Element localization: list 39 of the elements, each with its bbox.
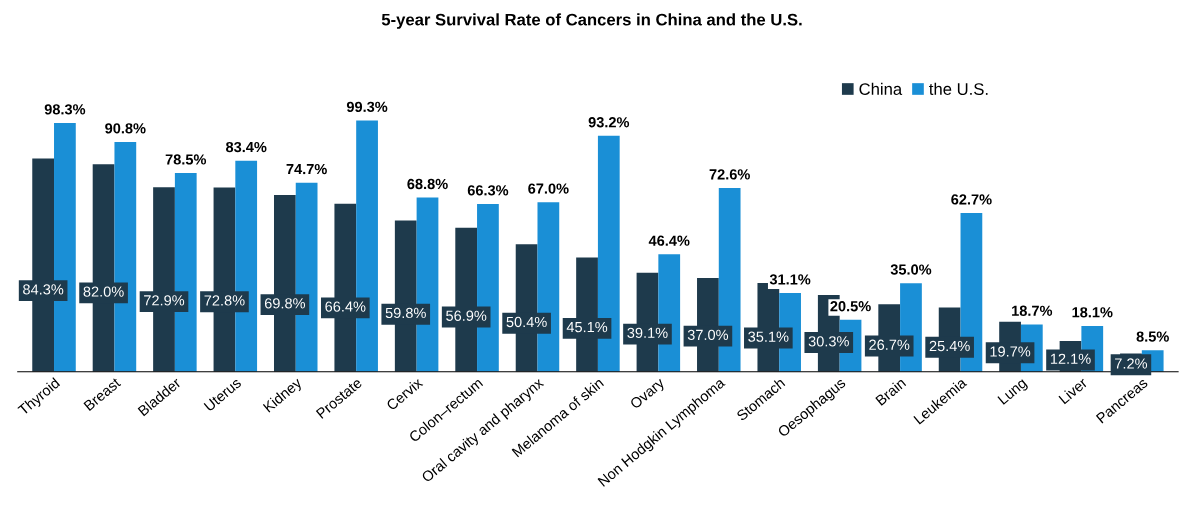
data-label: 84.3%	[23, 284, 64, 295]
data-label: 72.9%	[144, 295, 185, 306]
data-label: 35.1%	[748, 331, 789, 342]
data-label: 35.0%	[890, 264, 932, 275]
data-label: 20.5%	[830, 301, 871, 312]
data-label: 68.8%	[407, 178, 448, 190]
data-label: 45.1%	[566, 321, 608, 333]
data-label: 25.4%	[929, 340, 970, 352]
data-label: 31.1%	[769, 274, 811, 285]
data-label: 30.3%	[808, 336, 849, 347]
data-label: 66.3%	[467, 185, 509, 196]
legend-label: China	[859, 82, 903, 95]
data-label: 83.4%	[225, 141, 267, 153]
chart-title: 5-year Survival Rate of Cancers in China and the U.S.	[381, 13, 802, 29]
data-label: 99.3%	[346, 101, 388, 113]
data-label: 82.0%	[83, 286, 124, 297]
data-label: 98.3%	[44, 104, 86, 115]
data-label: 18.7%	[1012, 305, 1053, 316]
data-label: 78.5%	[165, 154, 207, 165]
legend-label: the U.S.	[929, 82, 988, 95]
data-label: 90.8%	[105, 123, 146, 134]
data-label: 93.2%	[588, 117, 630, 128]
data-label: 26.7%	[869, 339, 910, 350]
data-label: 69.8%	[264, 298, 306, 309]
data-label: 74.7%	[286, 163, 327, 175]
data-label: 19.7%	[990, 346, 1031, 357]
data-label: 37.0%	[687, 329, 729, 341]
data-label: 18.1%	[1072, 307, 1113, 318]
data-label: 39.1%	[627, 327, 668, 339]
data-label: 56.9%	[446, 310, 487, 321]
data-label: 62.7%	[951, 194, 992, 205]
data-label: 50.4%	[506, 316, 547, 328]
data-label: 67.0%	[528, 183, 569, 194]
data-label: 72.8%	[204, 295, 245, 306]
data-label: 66.4%	[325, 301, 366, 312]
data-label: 72.6%	[709, 169, 750, 180]
data-label: 59.8%	[385, 307, 426, 319]
data-label: 8.5%	[1136, 331, 1169, 342]
data-label: 46.4%	[648, 235, 690, 246]
